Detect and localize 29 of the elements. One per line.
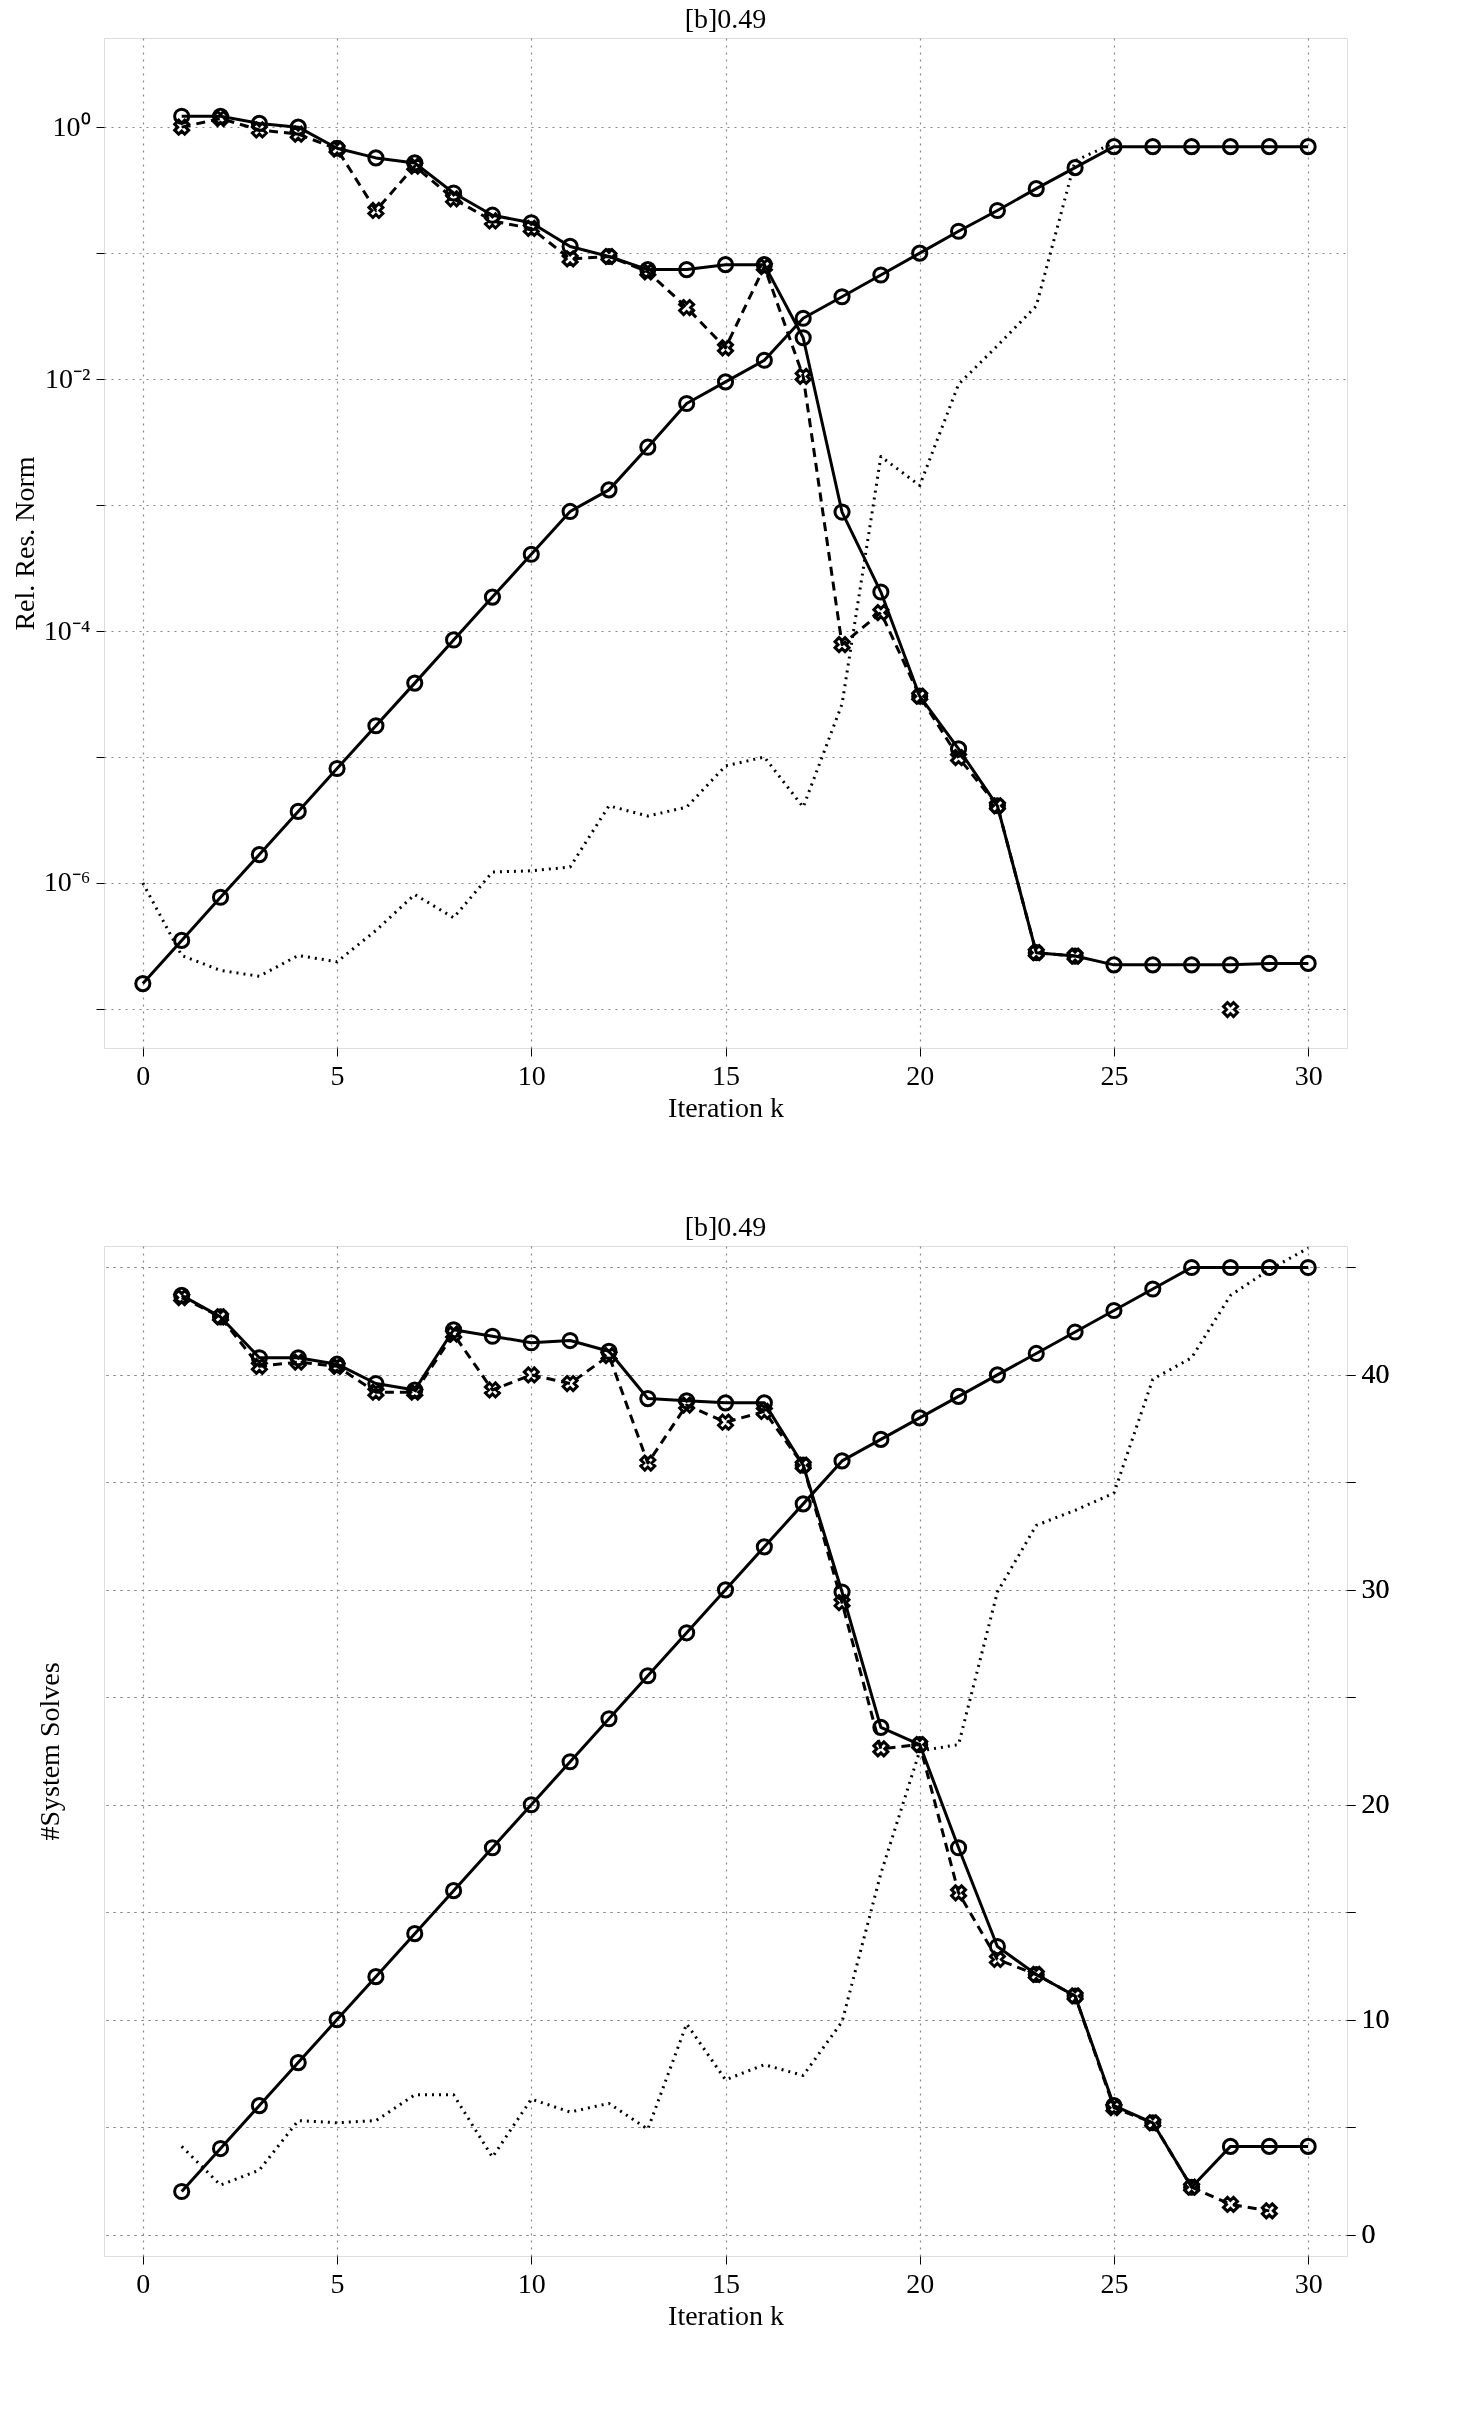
chart-title: [b]0.49 bbox=[684, 1211, 767, 1242]
x-tick-label: 5 bbox=[330, 1059, 345, 1091]
x-tick-label: 20 bbox=[906, 2267, 935, 2299]
y-tick-label: 10⁻⁴ bbox=[43, 614, 91, 646]
y-axis-title: #System Solves bbox=[33, 1662, 65, 1841]
x-axis-title: Iteration k bbox=[668, 2299, 784, 2331]
x-tick-label: 5 bbox=[330, 2267, 345, 2299]
x-tick-label: 25 bbox=[1100, 2267, 1129, 2299]
x-tick-label: 0 bbox=[136, 2267, 151, 2299]
x-axis-title: Iteration k bbox=[668, 1091, 784, 1123]
x-tick-label: 15 bbox=[712, 1059, 740, 1091]
x-tick-label: 30 bbox=[1294, 2267, 1323, 2299]
y2-tick-label: 10 bbox=[1361, 2003, 1390, 2035]
y-tick-label: 10⁰ bbox=[52, 110, 91, 142]
y2-tick-label: 30 bbox=[1361, 1573, 1390, 1605]
x-tick-label: 0 bbox=[136, 1059, 151, 1091]
x-tick-label: 20 bbox=[906, 1059, 935, 1091]
y2-tick-label: 40 bbox=[1361, 1358, 1390, 1390]
chart-title: [b]0.49 bbox=[684, 3, 767, 34]
x-tick-label: 10 bbox=[517, 2267, 546, 2299]
y-tick-label: 10⁻⁶ bbox=[43, 866, 91, 898]
y2-tick-label: 0 bbox=[1361, 2218, 1376, 2250]
y-axis-title: Rel. Res. Norm bbox=[8, 456, 40, 631]
x-tick-label: 15 bbox=[712, 2267, 740, 2299]
y-tick-label: 10⁻² bbox=[45, 362, 91, 394]
x-tick-label: 10 bbox=[517, 1059, 546, 1091]
x-tick-label: 30 bbox=[1294, 1059, 1323, 1091]
y2-tick-label: 20 bbox=[1361, 1788, 1390, 1820]
x-tick-label: 25 bbox=[1100, 1059, 1129, 1091]
